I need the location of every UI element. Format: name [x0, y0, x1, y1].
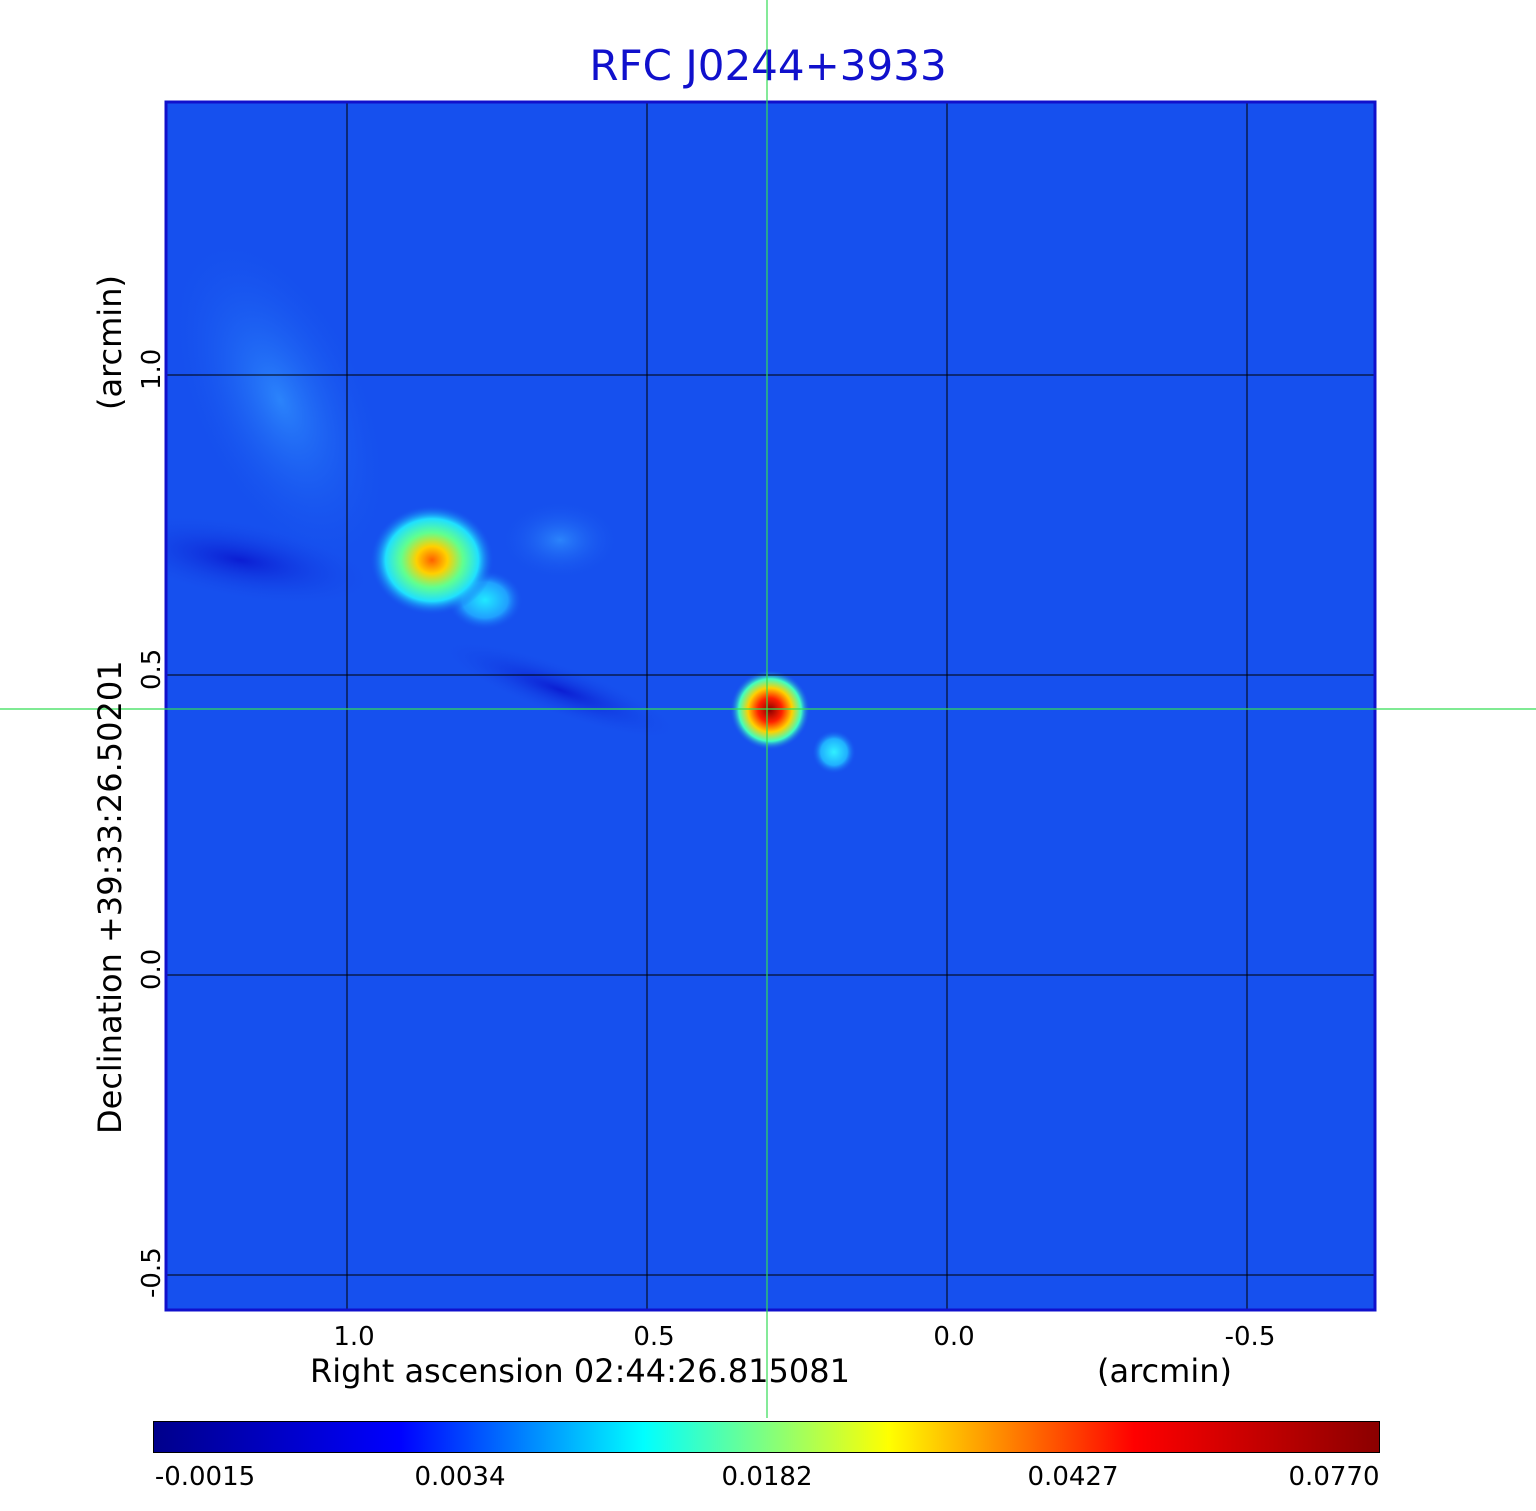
- colorbar-tick-label: 0.0182: [721, 1462, 813, 1492]
- plot-title: RFC J0244+3933: [589, 41, 947, 90]
- image-frame: [164, 100, 1377, 1312]
- sky-image-panel: [0, 0, 1536, 1418]
- coordinate-grid: [167, 103, 1374, 1309]
- y-axis-unit: (arcmin): [91, 275, 129, 410]
- central-source: [730, 670, 810, 750]
- faint-knot: [812, 730, 856, 774]
- negative-trough: [167, 513, 379, 607]
- x-tick-label: 1.0: [333, 1322, 375, 1352]
- y-tick-label: 0.0: [137, 948, 167, 990]
- diffuse-emission: [168, 232, 392, 568]
- y-tick-label: 0.5: [137, 648, 167, 690]
- colorbar-tick-label: 0.0427: [1027, 1462, 1119, 1492]
- diffuse-emission: [500, 500, 620, 580]
- y-tick-label: -0.5: [137, 1247, 167, 1298]
- y-tick-label: 1.0: [137, 348, 167, 390]
- northeast-source: [370, 505, 494, 615]
- x-axis-unit: (arcmin): [1097, 1352, 1232, 1390]
- x-axis-label: Right ascension 02:44:26.815081: [310, 1352, 850, 1390]
- colorbar-tick-label: 0.0034: [414, 1462, 506, 1492]
- colorbar: [153, 1421, 1380, 1453]
- x-tick-label: -0.5: [1224, 1322, 1276, 1352]
- y-axis-label: Declination +39:33:26.50201: [91, 660, 129, 1134]
- x-tick-label: 0.5: [633, 1322, 675, 1352]
- negative-trough: [437, 639, 683, 741]
- colorbar-tick-label: -0.0015: [154, 1462, 256, 1492]
- colorbar-tick-label: 0.0770: [1288, 1462, 1380, 1492]
- x-tick-label: 0.0: [933, 1322, 975, 1352]
- crosshair: [0, 0, 1536, 1418]
